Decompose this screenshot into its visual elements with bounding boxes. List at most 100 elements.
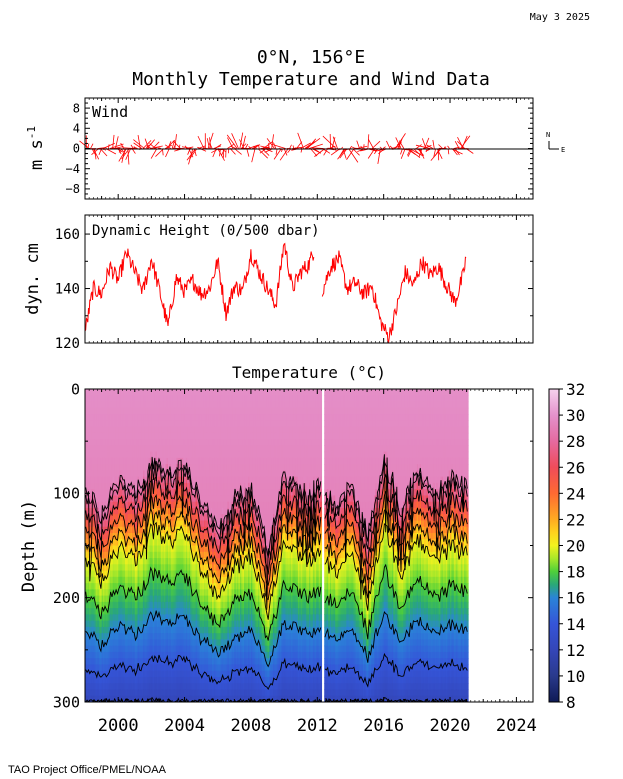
temperature-cell bbox=[197, 608, 199, 615]
temperature-cell bbox=[165, 683, 168, 691]
temperature-cell bbox=[130, 558, 133, 565]
temperature-cell bbox=[141, 620, 144, 628]
temperature-cell bbox=[169, 426, 172, 434]
temperature-cell bbox=[91, 532, 94, 540]
temperature-cell bbox=[137, 651, 140, 659]
temperature-cell bbox=[184, 414, 187, 421]
temperature-cell bbox=[130, 507, 133, 515]
temperature-cell bbox=[109, 476, 112, 484]
temperature-cell bbox=[194, 608, 197, 615]
temperature-cell bbox=[94, 501, 97, 509]
temperature-cell bbox=[174, 583, 177, 590]
temperature-cell bbox=[104, 401, 107, 409]
temperature-cell bbox=[87, 608, 90, 615]
temperature-cell bbox=[112, 689, 115, 697]
temperature-cell bbox=[145, 639, 148, 647]
temperature-cell bbox=[194, 432, 197, 440]
temperature-cell bbox=[194, 526, 197, 534]
temperature-cell bbox=[151, 389, 154, 396]
temperature-cell bbox=[90, 464, 93, 471]
temperature-cell bbox=[100, 489, 103, 497]
temperature-cell bbox=[119, 589, 122, 597]
temperature-cell bbox=[137, 658, 140, 666]
temperature-cell bbox=[147, 539, 150, 547]
temperature-cell bbox=[136, 683, 139, 691]
temperature-cell bbox=[114, 626, 117, 634]
temperature-cell bbox=[198, 451, 201, 459]
temperature-cell bbox=[98, 464, 101, 471]
temperature-cell bbox=[138, 545, 141, 553]
temperature-cell bbox=[137, 601, 140, 609]
temperature-cell bbox=[116, 439, 119, 446]
temperature-cell bbox=[165, 608, 168, 615]
temperature-cell bbox=[119, 551, 122, 559]
temperature-cell bbox=[185, 395, 188, 403]
temperature-cell bbox=[177, 414, 180, 421]
temperature-cell bbox=[108, 420, 111, 428]
temperature-cell bbox=[120, 614, 123, 622]
temperature-cell bbox=[107, 639, 110, 647]
temperature-cell bbox=[132, 401, 134, 409]
temperature-cell bbox=[143, 695, 146, 702]
temperature-cell bbox=[137, 639, 140, 647]
temperature-cell bbox=[141, 595, 144, 603]
temperature-cell bbox=[163, 439, 166, 446]
temperature-cell bbox=[89, 395, 92, 403]
temperature-cell bbox=[127, 426, 130, 434]
temperature-cell bbox=[179, 489, 181, 497]
temperature-cell bbox=[161, 639, 164, 647]
temperature-cell bbox=[100, 670, 103, 678]
temperature-cell bbox=[185, 558, 188, 565]
temperature-cell bbox=[162, 614, 165, 622]
temperature-cell bbox=[132, 470, 134, 478]
temperature-cell bbox=[179, 658, 181, 666]
temperature-cell bbox=[119, 583, 122, 590]
temperature-cell bbox=[173, 407, 176, 415]
temperature-cell bbox=[108, 464, 111, 471]
temperature-cell bbox=[109, 564, 112, 572]
temperature-cell bbox=[188, 432, 191, 440]
temperature-cell bbox=[126, 520, 129, 528]
temperature-cell bbox=[116, 445, 119, 453]
temperature-cell bbox=[119, 608, 122, 615]
temperature-cell bbox=[162, 626, 165, 634]
temperature-cell bbox=[116, 507, 119, 515]
temperature-cell bbox=[97, 545, 100, 553]
temperature-cell bbox=[93, 532, 96, 540]
temperature-cell bbox=[183, 689, 186, 697]
temperature-cell bbox=[118, 639, 121, 647]
temperature-cell bbox=[165, 595, 168, 603]
temperature-cell bbox=[105, 432, 108, 440]
temperature-cell bbox=[183, 445, 186, 453]
temperature-cell bbox=[107, 695, 110, 702]
temperature-cell bbox=[176, 676, 179, 684]
temperature-cell bbox=[179, 407, 181, 415]
temperature-cell bbox=[147, 645, 150, 653]
temperature-cell bbox=[148, 539, 151, 547]
temperature-cell bbox=[192, 457, 195, 465]
temperature-cell bbox=[107, 689, 110, 697]
temperature-cell bbox=[93, 658, 96, 666]
temperature-cell bbox=[94, 407, 97, 415]
temperature-cell bbox=[115, 558, 118, 565]
temperature-cell bbox=[159, 639, 162, 647]
temperature-cell bbox=[183, 476, 186, 484]
wind-stick bbox=[258, 145, 260, 149]
temperature-cell bbox=[166, 507, 169, 515]
temperature-cell bbox=[199, 670, 202, 678]
temperature-cell bbox=[127, 526, 130, 534]
temperature-cell bbox=[119, 576, 122, 584]
temperature-cell bbox=[96, 614, 99, 622]
temperature-cell bbox=[136, 645, 139, 653]
temperature-cell bbox=[94, 651, 97, 659]
temperature-cell bbox=[134, 558, 137, 565]
temperature-cell bbox=[104, 545, 107, 553]
temperature-cell bbox=[104, 395, 107, 403]
temperature-cell bbox=[127, 551, 130, 559]
temperature-cell bbox=[119, 695, 122, 702]
temperature-cell bbox=[198, 389, 201, 396]
temperature-cell bbox=[180, 395, 183, 403]
temperature-cell bbox=[97, 676, 100, 684]
temperature-cell bbox=[187, 651, 190, 659]
temperature-cell bbox=[101, 545, 104, 553]
